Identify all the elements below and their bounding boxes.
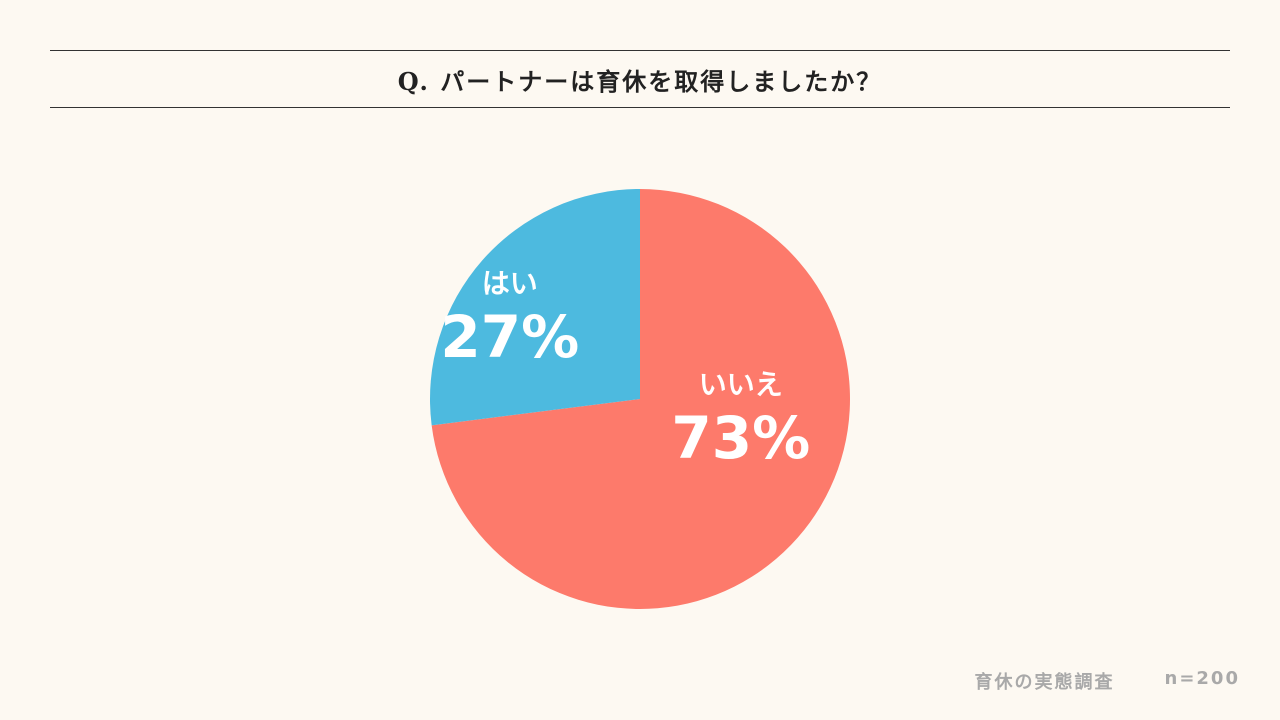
chart-title-band: Q. パートナーは育休を取得しましたか？ bbox=[50, 50, 1230, 108]
chart-title: Q. パートナーは育休を取得しましたか？ bbox=[397, 66, 883, 96]
survey-source: 育休の実態調査 bbox=[974, 672, 1115, 693]
pie-slice-no bbox=[431, 189, 850, 610]
slice-value-yes: 27% bbox=[440, 303, 579, 371]
slice-value-no: 73% bbox=[671, 404, 810, 472]
footer: 育休の実態調査 n=200 bbox=[975, 668, 1240, 694]
pie-slice-yes bbox=[430, 189, 640, 426]
slice-label-yes: はい bbox=[482, 267, 538, 300]
slice-label-no: いいえ bbox=[699, 368, 783, 401]
sample-size: n=200 bbox=[1164, 668, 1240, 689]
